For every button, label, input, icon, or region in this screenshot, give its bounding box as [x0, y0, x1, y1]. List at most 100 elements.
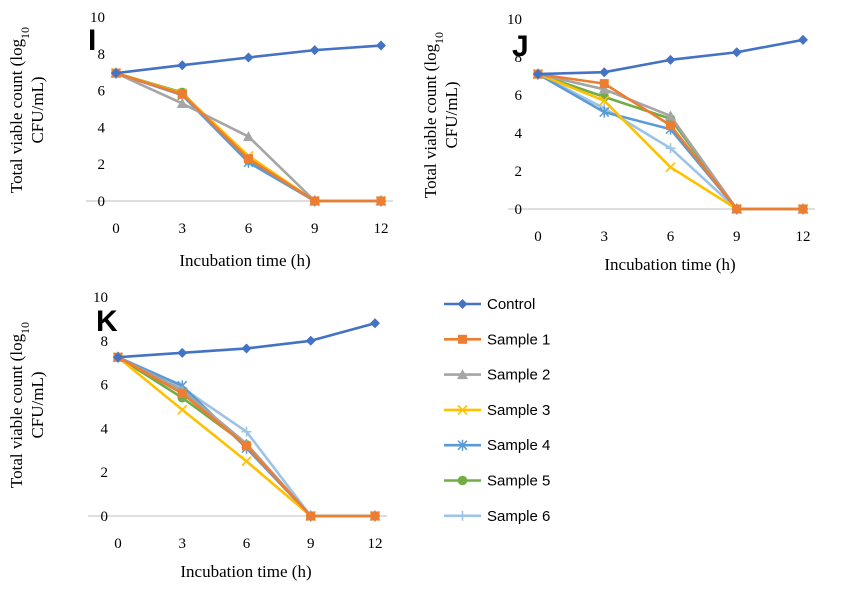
y-tick-label: 4 — [515, 126, 523, 142]
x-tick-label: 6 — [243, 536, 251, 552]
data-point — [533, 69, 543, 80]
x-tick-label: 0 — [534, 229, 542, 245]
y-axis-label-sub: 10 — [432, 32, 446, 44]
y-tick-label: 2 — [515, 164, 523, 180]
data-point — [376, 196, 386, 206]
panel-label: I — [88, 24, 96, 57]
legend-label: Sample 2 — [487, 367, 550, 384]
x-tick-label: 3 — [179, 221, 187, 237]
data-point — [244, 154, 253, 164]
x-tick-label: 12 — [368, 536, 383, 552]
y-axis-label-main: Total viable count (log — [421, 43, 440, 198]
y-axis-label-line2: CFU/mL) — [28, 371, 47, 438]
data-point — [242, 441, 251, 451]
y-tick-label: 10 — [507, 12, 522, 28]
x-tick-label: 0 — [114, 536, 122, 552]
legend-label: Control — [487, 296, 535, 313]
legend-item: Sample 6 — [444, 508, 550, 525]
data-point — [177, 404, 188, 415]
data-point — [731, 47, 742, 58]
data-point — [241, 426, 252, 437]
x-tick-label: 6 — [245, 221, 253, 237]
y-tick-label: 10 — [90, 10, 105, 26]
data-point — [306, 511, 316, 521]
data-point — [599, 67, 610, 78]
data-point — [305, 335, 316, 346]
legend-label: Sample 3 — [487, 402, 550, 419]
y-tick-label: 4 — [98, 120, 106, 136]
data-point — [665, 162, 676, 173]
series-line — [537, 72, 803, 211]
y-axis-label-line1: Total viable count (log10 — [421, 32, 446, 198]
series-sample-1 — [533, 69, 808, 214]
y-tick-label: 2 — [98, 157, 106, 173]
series-control — [111, 40, 386, 79]
data-point — [243, 131, 254, 142]
data-point — [665, 143, 676, 154]
y-tick-label: 8 — [101, 334, 109, 350]
series-sample-2 — [532, 68, 809, 214]
data-point — [376, 40, 386, 51]
legend-marker — [457, 475, 468, 486]
data-point — [177, 60, 188, 71]
x-tick-label: 6 — [667, 229, 675, 245]
y-tick-label: 0 — [515, 202, 523, 218]
x-tick-label: 9 — [311, 221, 319, 237]
data-point — [177, 388, 187, 398]
legend-marker — [457, 369, 468, 380]
data-point — [177, 347, 188, 358]
x-tick-label: 12 — [796, 229, 811, 245]
x-axis-label: Incubation time (h) — [179, 251, 310, 270]
data-point — [798, 34, 808, 45]
data-point — [665, 54, 676, 65]
y-tick-label: 4 — [101, 421, 109, 437]
y-axis-label-line2: CFU/mL) — [28, 76, 47, 143]
series-sample-2 — [110, 67, 387, 206]
legend-item: Sample 5 — [444, 473, 550, 490]
data-point — [243, 52, 254, 63]
data-point — [798, 204, 808, 214]
data-point — [599, 106, 610, 118]
y-tick-label: 10 — [93, 290, 108, 306]
data-point — [111, 68, 121, 79]
legend-item: Sample 3 — [444, 402, 550, 419]
series-control — [113, 318, 380, 363]
series-sample-4 — [532, 68, 809, 215]
data-point — [370, 511, 380, 521]
panel-label: K — [96, 305, 118, 338]
y-tick-label: 6 — [515, 88, 523, 104]
x-tick-label: 9 — [733, 229, 741, 245]
y-axis-label-main: Total viable count (log — [7, 333, 26, 488]
legend-label: Sample 5 — [487, 473, 550, 490]
data-point — [666, 120, 675, 130]
data-point — [599, 95, 610, 106]
legend-label: Sample 6 — [487, 508, 550, 525]
data-point — [599, 79, 609, 89]
y-tick-label: 2 — [101, 465, 109, 481]
data-point — [241, 456, 252, 467]
series-sample-3 — [532, 69, 809, 215]
legend-marker — [457, 404, 468, 415]
data-point — [113, 352, 123, 363]
legend: Control Sample 1 Sample 2 Sample 3 Sample 4 S… — [444, 296, 550, 525]
y-tick-label: 0 — [101, 509, 109, 525]
chart-panel-j: 0 2 4 6 8 10 0 3 6 9 12 Incubation time (h) Total vi… — [421, 12, 815, 274]
data-point — [732, 204, 742, 214]
legend-item: Sample 4 — [444, 437, 550, 454]
data-point — [309, 45, 320, 56]
y-axis-label-line1: Total viable count (log10 — [7, 322, 32, 488]
y-tick-label: 6 — [98, 84, 106, 100]
series-sample-6 — [533, 69, 808, 214]
y-axis-label-sub: 10 — [18, 322, 32, 334]
y-tick-label: 8 — [515, 50, 523, 66]
data-point — [310, 196, 320, 206]
data-point — [665, 110, 676, 121]
legend-marker — [457, 299, 468, 309]
data-point — [241, 343, 252, 354]
x-tick-label: 9 — [307, 536, 315, 552]
x-tick-label: 12 — [374, 221, 389, 237]
